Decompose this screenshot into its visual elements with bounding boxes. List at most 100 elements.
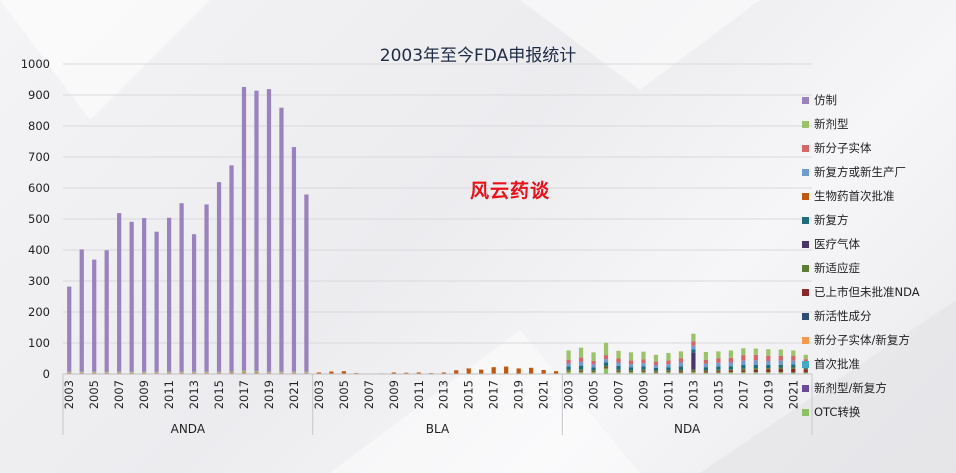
y-tick-label: 100 (28, 336, 50, 350)
bar-segment (666, 372, 671, 374)
bar-segment (304, 194, 309, 372)
x-tick-label: 2011 (412, 380, 426, 409)
bar-segment (778, 372, 783, 374)
legend-item: 新复方 (802, 213, 849, 227)
bar-segment (416, 372, 421, 374)
bar-segment (791, 356, 796, 361)
bar-segment (117, 372, 122, 374)
bar-segment (616, 350, 621, 359)
legend-item: 新剂型/新复方 (802, 381, 887, 395)
bar-segment (316, 372, 322, 374)
bar-segment (603, 365, 609, 368)
bar-segment (241, 370, 247, 373)
bar-segment (404, 372, 409, 374)
legend-item: 新适应症 (802, 261, 860, 275)
y-tick-label: 1000 (21, 57, 50, 71)
bar-segment (753, 360, 758, 365)
bar-segment (653, 370, 659, 372)
bar-segment (266, 372, 272, 374)
x-tick-label: 2003 (62, 380, 76, 409)
bar-segment (666, 367, 671, 371)
x-tick-label: 2005 (337, 380, 351, 409)
bar-segment (516, 368, 521, 374)
bar-segment (79, 371, 84, 373)
bar-segment (716, 369, 721, 372)
bar-segment (766, 360, 771, 366)
x-tick-label: 2021 (287, 380, 301, 409)
bar-segment (142, 218, 147, 372)
bar-segment (454, 370, 459, 374)
bar-segment (117, 371, 122, 373)
bar-segment (578, 365, 584, 370)
bar-segment (566, 359, 571, 364)
bar-segment (628, 352, 634, 361)
x-tick-label: 2007 (112, 380, 126, 409)
x-tick-label: 2013 (686, 380, 700, 409)
bar-segment (653, 361, 659, 366)
x-tick-label: 2021 (537, 380, 551, 409)
bar-segment (591, 371, 596, 373)
bar-segment (691, 372, 696, 374)
bar-segment (541, 369, 546, 374)
legend-item: 新分子实体 (802, 141, 872, 155)
bar-segment (166, 371, 172, 373)
bar-segment (628, 364, 634, 368)
bar-segment (216, 371, 222, 373)
bar-segment (716, 351, 721, 359)
bar-segment (104, 372, 109, 374)
bar-segment (653, 365, 659, 368)
bar-segment (641, 351, 646, 360)
bar-segment (341, 371, 346, 374)
bar-segment (628, 367, 634, 371)
bar-segment (666, 370, 671, 372)
bar-segment (191, 234, 197, 372)
bar-segment (678, 351, 684, 359)
bar-segment (678, 372, 684, 374)
bar-segment (791, 364, 796, 368)
legend-label: 仿制 (814, 93, 837, 107)
bar-segment (703, 372, 709, 374)
legend-item: 新剂型 (802, 117, 849, 131)
bar-segment (641, 363, 646, 367)
bar-segment (491, 367, 496, 374)
bar-segment (254, 371, 259, 373)
legend-swatch (802, 192, 809, 200)
bar-segment (778, 355, 783, 361)
bar-segment (741, 372, 746, 374)
legend-label: 医疗气体 (814, 237, 860, 251)
bar-segment (691, 345, 696, 350)
bar-segment (741, 370, 746, 373)
bar-segment (616, 362, 621, 366)
bar-segment (229, 371, 234, 373)
bar-segment (703, 363, 709, 368)
bar-segment (753, 369, 758, 373)
x-tick-label: 2015 (462, 380, 476, 409)
bar-segment (129, 372, 134, 374)
legend-label: 新分子实体/新复方 (814, 333, 910, 347)
legend-label: 新剂型 (814, 117, 849, 131)
bar-segment (641, 369, 646, 372)
legend-item: 新复方或新生产厂 (802, 165, 906, 179)
bar-segment (653, 372, 659, 374)
bar-segment (666, 360, 671, 365)
bar-segment (591, 367, 596, 371)
legend-item: 新活性成分 (802, 309, 872, 323)
x-tick-label: 2007 (612, 380, 626, 409)
bar-segment (728, 369, 733, 371)
bar-segment (691, 369, 696, 372)
legend-label: 生物药首次批准 (814, 189, 895, 203)
y-tick-label: 600 (28, 181, 50, 195)
bar-segment (216, 182, 222, 372)
bar-segment (191, 372, 197, 374)
bar-segment (703, 351, 709, 360)
bar-segment (104, 250, 109, 372)
bar-segment (154, 231, 159, 372)
group-label: ANDA (171, 422, 206, 436)
x-tick-label: 2003 (312, 380, 326, 409)
bar-segment (803, 368, 808, 370)
bar-segment (766, 368, 771, 370)
bar-segment (603, 359, 609, 363)
bar-segment (753, 372, 758, 374)
bar-segment (566, 350, 571, 360)
